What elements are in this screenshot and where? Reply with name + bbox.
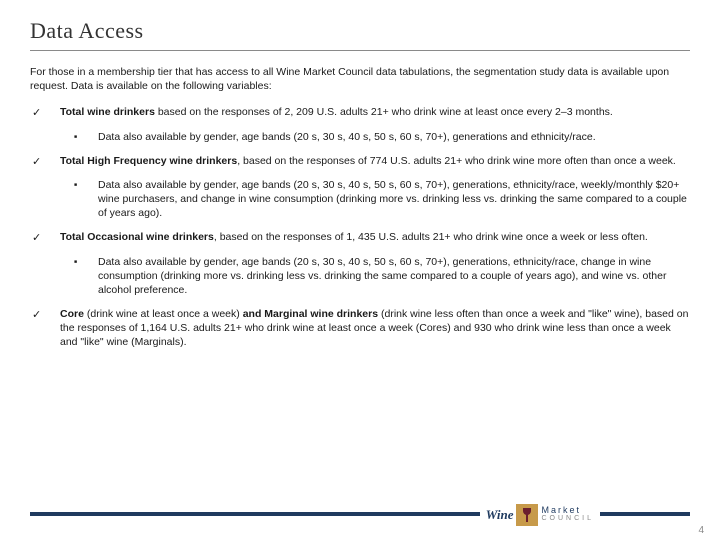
square-icon: ■ [74,130,84,140]
bullet-text: Core (drink wine at least once a week) a… [48,307,690,350]
title-underline [30,50,690,51]
logo-wine-text: Wine [486,507,514,523]
bullet-text: Total wine drinkers based on the respons… [48,105,690,119]
sub-list-item: ■ Data also available by gender, age ban… [30,255,690,298]
bullet-list: ✓ Total wine drinkers based on the respo… [30,105,690,349]
page-title: Data Access [30,18,690,44]
logo-square-icon [516,504,538,526]
list-item: ✓ Total wine drinkers based on the respo… [30,105,690,119]
bullet-text: Total High Frequency wine drinkers, base… [48,154,690,168]
logo-market-text: Market [541,506,594,515]
intro-paragraph: For those in a membership tier that has … [30,65,690,93]
slide: Data Access For those in a membership ti… [0,0,720,540]
list-item: ✓ Total High Frequency wine drinkers, ba… [30,154,690,168]
logo-council-text: COUNCIL [541,515,594,523]
sub-list-item: ■ Data also available by gender, age ban… [30,130,690,144]
wine-glass-icon [523,508,531,522]
sub-text: Data also available by gender, age bands… [84,255,690,298]
sub-text: Data also available by gender, age bands… [84,178,690,221]
list-item: ✓ Core (drink wine at least once a week)… [30,307,690,350]
page-number: 4 [698,525,704,536]
sub-text: Data also available by gender, age bands… [84,130,690,144]
list-item: ✓ Total Occasional wine drinkers, based … [30,230,690,244]
logo-text-stack: Market COUNCIL [541,506,594,523]
check-icon: ✓ [30,105,48,119]
check-icon: ✓ [30,154,48,168]
bullet-text: Total Occasional wine drinkers, based on… [48,230,690,244]
check-icon: ✓ [30,307,48,321]
square-icon: ■ [74,255,84,265]
check-icon: ✓ [30,230,48,244]
logo: Wine Market COUNCIL [480,504,600,526]
sub-list-item: ■ Data also available by gender, age ban… [30,178,690,221]
square-icon: ■ [74,178,84,188]
